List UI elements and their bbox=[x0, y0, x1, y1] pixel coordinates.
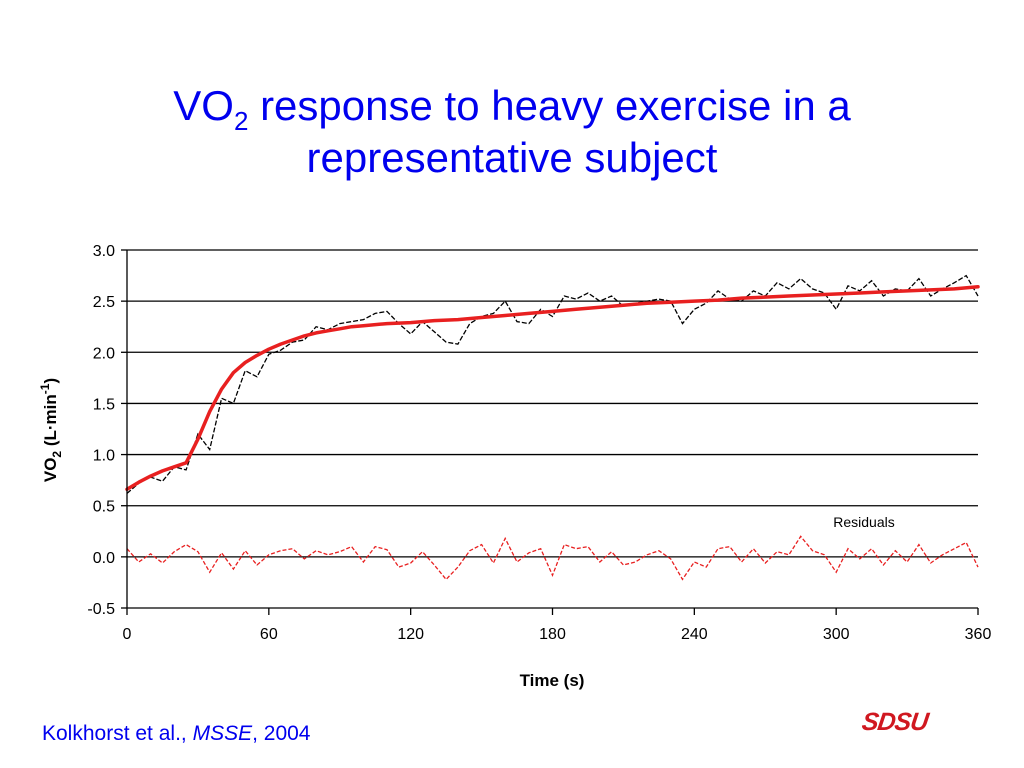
ylabel-end: ) bbox=[41, 378, 60, 384]
y-axis-label: VO2 (L·min-1) bbox=[38, 378, 64, 482]
x-axis-label: Time (s) bbox=[520, 671, 585, 690]
y-tick-label: 2.5 bbox=[93, 294, 115, 311]
residuals-line bbox=[126, 535, 979, 581]
citation: Kolkhorst et al., MSSE, 2004 bbox=[42, 722, 310, 746]
gridlines bbox=[127, 249, 978, 609]
x-tick-label: 360 bbox=[965, 626, 992, 643]
chart-series bbox=[125, 274, 980, 581]
y-tick-label: 0.0 bbox=[93, 550, 115, 567]
slide-title: VO2 response to heavy exercise in a repr… bbox=[0, 80, 1024, 184]
tick-labels: 3.0 2.5 2.0 1.5 1.0 0.5 0.0 -0.5 0 60 120 180 240 300… bbox=[87, 243, 991, 643]
ylabel-vo: VO bbox=[41, 458, 60, 483]
residuals-annotation: Residuals bbox=[833, 514, 894, 530]
title-rest: response to heavy exercise in a bbox=[248, 82, 851, 129]
x-tick-label: 300 bbox=[823, 626, 850, 643]
x-tick-label: 120 bbox=[397, 626, 424, 643]
title-subscript: 2 bbox=[233, 106, 249, 136]
title-line-2: representative subject bbox=[306, 134, 718, 181]
y-tick-label: 1.5 bbox=[93, 396, 115, 413]
sdsu-logo: SDSU bbox=[860, 708, 930, 736]
y-tick-label: 2.0 bbox=[93, 345, 115, 362]
citation-year: , 2004 bbox=[252, 722, 311, 745]
title-line-1: VO2 response to heavy exercise in a bbox=[0, 80, 1024, 134]
citation-authors: Kolkhorst et al., bbox=[42, 722, 193, 745]
citation-journal: MSSE bbox=[192, 722, 253, 745]
y-tick-label: 3.0 bbox=[93, 243, 115, 260]
x-tick-label: 180 bbox=[539, 626, 566, 643]
y-tick-label: 1.0 bbox=[93, 448, 115, 465]
model-fit-line bbox=[125, 285, 980, 492]
y-tick-label: 0.5 bbox=[93, 499, 115, 516]
ylabel-sub: 2 bbox=[50, 451, 64, 458]
vo2-data-line bbox=[126, 274, 979, 494]
ylabel-unit: (L·min bbox=[41, 394, 60, 451]
y-tick-label: -0.5 bbox=[87, 601, 115, 618]
title-vo: VO bbox=[173, 82, 234, 129]
x-tick-label: 240 bbox=[681, 626, 708, 643]
ylabel-sup: -1 bbox=[38, 383, 52, 394]
chart-axes bbox=[121, 249, 979, 615]
x-tick-label: 60 bbox=[260, 626, 278, 643]
x-tick-label: 0 bbox=[123, 626, 132, 643]
